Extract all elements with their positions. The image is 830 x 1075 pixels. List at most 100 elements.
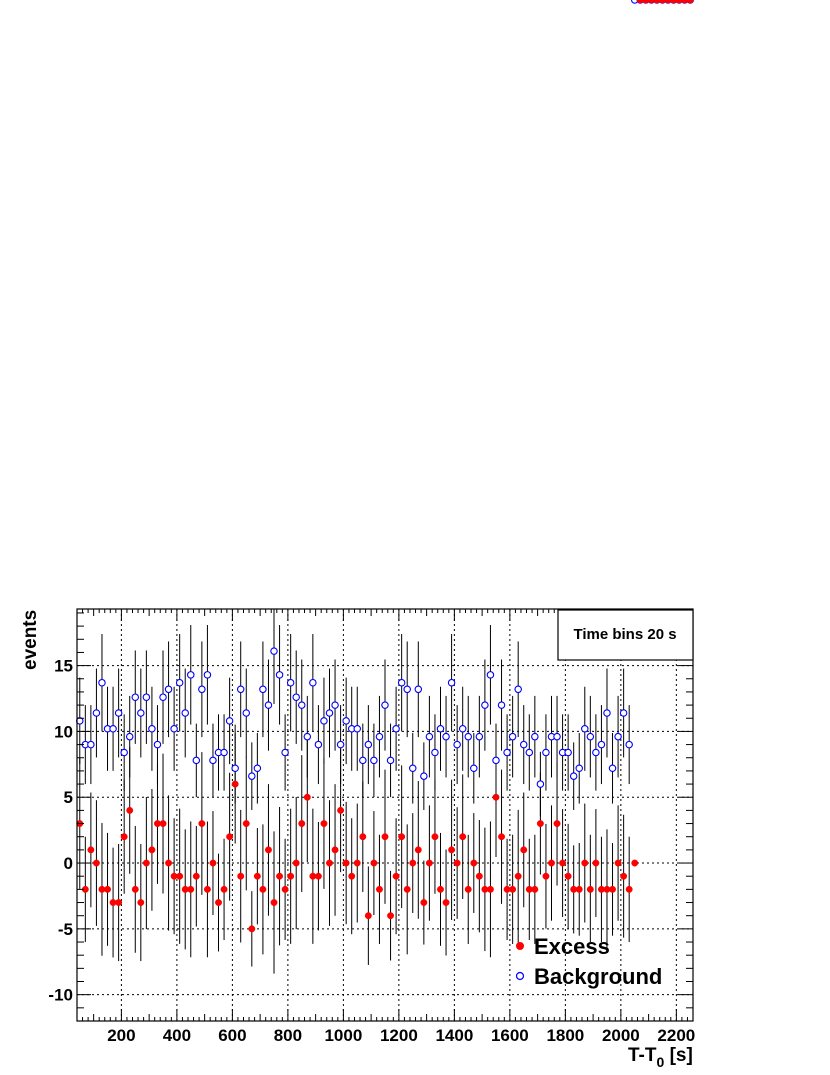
x-tick-label: 600 <box>218 1026 246 1045</box>
excess-point <box>176 872 184 880</box>
excess-point <box>131 885 139 893</box>
excess-point <box>331 846 339 854</box>
background-point <box>153 740 162 749</box>
background-point <box>458 725 467 733</box>
excess-point <box>409 859 417 867</box>
excess-point <box>104 885 111 893</box>
x-tick-label: 400 <box>163 1026 191 1045</box>
background-point <box>286 678 295 687</box>
excess-point <box>636 0 644 4</box>
background-point <box>198 685 206 694</box>
background-point <box>120 748 128 757</box>
background-point <box>148 725 156 733</box>
excess-point <box>159 820 167 828</box>
background-point <box>303 732 312 741</box>
excess-point <box>242 820 250 828</box>
legend: Excess Background <box>515 934 662 989</box>
background-point <box>431 748 439 757</box>
x-tick-label: 1000 <box>324 1026 362 1045</box>
background-point <box>220 748 228 757</box>
background-point <box>359 756 367 765</box>
background-point <box>231 764 239 773</box>
excess-point <box>425 859 433 867</box>
background-point <box>87 740 95 749</box>
excess-point <box>142 859 150 867</box>
x-tick-label: 1200 <box>380 1026 418 1045</box>
background-point <box>175 678 184 687</box>
excess-point <box>675 0 683 4</box>
background-point <box>225 717 234 725</box>
excess-point <box>548 859 555 867</box>
excess-point <box>192 872 200 880</box>
x-tick-label: 1400 <box>435 1026 473 1045</box>
background-point <box>592 748 600 757</box>
excess-point <box>370 859 378 867</box>
background-point <box>242 709 251 717</box>
excess-point <box>203 885 211 893</box>
background-point <box>364 740 373 749</box>
background-point <box>125 732 134 741</box>
excess-point <box>653 0 661 4</box>
background-point <box>137 709 145 717</box>
excess-point <box>398 833 406 841</box>
excess-point <box>148 846 156 854</box>
background-point <box>497 701 506 709</box>
background-point <box>259 685 267 694</box>
background-point <box>542 748 550 757</box>
excess-point <box>209 859 217 867</box>
background-point <box>420 772 428 780</box>
background-point <box>98 678 106 687</box>
background-point <box>92 709 101 717</box>
background-point <box>281 748 289 757</box>
background-point <box>159 693 167 701</box>
legend-background-marker <box>515 971 525 981</box>
excess-point <box>498 833 505 841</box>
background-point <box>298 701 306 709</box>
background-point <box>397 678 406 687</box>
background-point <box>325 709 334 717</box>
excess-point <box>647 0 655 4</box>
excess-point <box>320 820 328 828</box>
background-point <box>630 0 639 4</box>
excess-point <box>420 899 428 906</box>
excess-point <box>248 925 256 933</box>
background-point <box>253 764 262 773</box>
excess-point <box>509 885 517 893</box>
excess-point <box>165 859 173 867</box>
background-point <box>353 725 362 733</box>
excess-point <box>431 833 439 841</box>
background-point <box>264 701 273 709</box>
excess-point <box>453 859 461 867</box>
x-axis-title: T-T0 [s] <box>628 1045 693 1070</box>
background-point <box>586 732 595 741</box>
background-point <box>453 740 461 749</box>
excess-point <box>631 859 639 867</box>
excess-point <box>303 793 311 801</box>
excess-point <box>470 859 478 867</box>
excess-point <box>442 899 450 906</box>
background-point <box>131 693 140 701</box>
info-box-frame <box>557 609 694 661</box>
background-point <box>492 756 500 765</box>
excess-point <box>553 820 561 828</box>
excess-point <box>326 859 333 867</box>
background-point <box>581 725 589 733</box>
grid-lines <box>77 609 693 1021</box>
background-point <box>503 748 511 757</box>
excess-point <box>492 793 500 801</box>
background-point <box>342 717 350 725</box>
excess-point <box>520 846 528 854</box>
excess-point <box>364 912 372 920</box>
background-point <box>514 685 522 694</box>
background-point <box>331 701 339 709</box>
background-point <box>381 701 389 709</box>
y-axis-title: events <box>20 610 41 670</box>
excess-point <box>87 846 95 854</box>
excess-point <box>342 859 350 867</box>
excess-point <box>281 885 289 893</box>
background-point <box>553 732 561 741</box>
excess-point <box>586 885 594 893</box>
excess-point <box>670 0 678 4</box>
excess-point <box>486 885 494 893</box>
